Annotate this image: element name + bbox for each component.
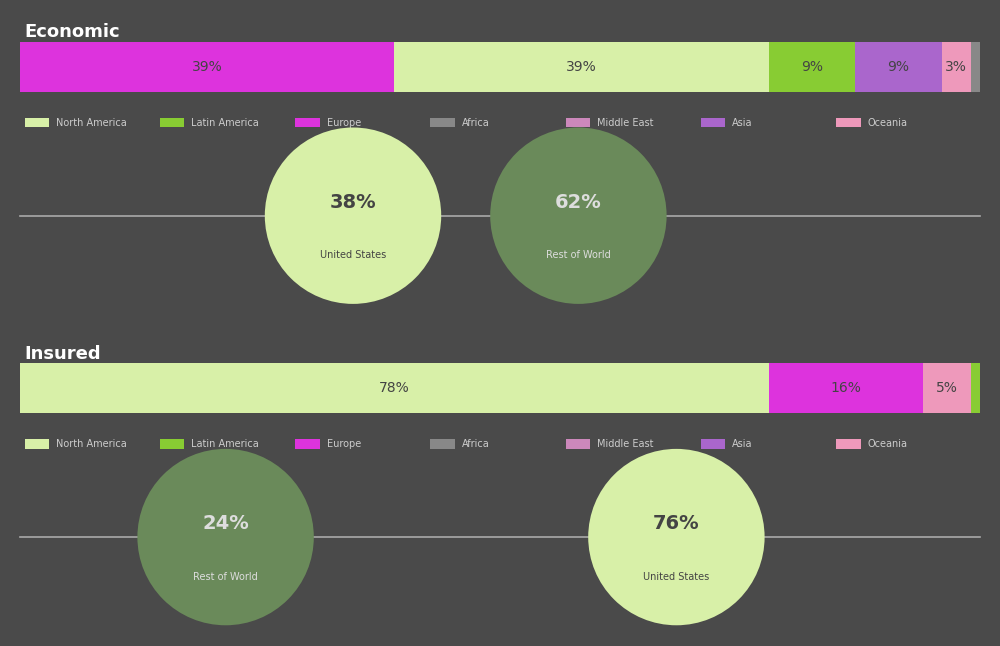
Text: Europe: Europe bbox=[327, 118, 361, 128]
Text: Middle East: Middle East bbox=[597, 439, 654, 449]
Text: United States: United States bbox=[643, 572, 710, 582]
Text: 38%: 38% bbox=[330, 193, 376, 212]
Bar bbox=[160, 118, 184, 127]
Ellipse shape bbox=[137, 449, 314, 625]
Ellipse shape bbox=[490, 127, 667, 304]
Text: 76%: 76% bbox=[653, 514, 700, 534]
Text: Asia: Asia bbox=[732, 439, 753, 449]
Text: Middle East: Middle East bbox=[597, 118, 654, 128]
Text: 9%: 9% bbox=[801, 60, 823, 74]
Text: Africa: Africa bbox=[462, 439, 490, 449]
Bar bbox=[566, 118, 590, 127]
Bar bbox=[942, 42, 971, 92]
Text: Oceania: Oceania bbox=[868, 439, 908, 449]
Text: 5%: 5% bbox=[936, 381, 958, 395]
Text: 39%: 39% bbox=[192, 60, 222, 74]
Text: Africa: Africa bbox=[462, 118, 490, 128]
Bar bbox=[566, 439, 590, 449]
Text: 16%: 16% bbox=[830, 381, 861, 395]
Bar bbox=[769, 42, 855, 92]
Bar bbox=[836, 439, 861, 449]
Text: Rest of World: Rest of World bbox=[193, 572, 258, 582]
Text: Asia: Asia bbox=[732, 118, 753, 128]
Text: Rest of World: Rest of World bbox=[546, 251, 611, 260]
Text: 3%: 3% bbox=[945, 60, 967, 74]
Text: 9%: 9% bbox=[888, 60, 910, 74]
Text: 24%: 24% bbox=[202, 514, 249, 534]
Bar bbox=[923, 364, 971, 413]
Text: Insured: Insured bbox=[25, 345, 101, 363]
Ellipse shape bbox=[265, 127, 441, 304]
Text: Oceania: Oceania bbox=[868, 118, 908, 128]
Ellipse shape bbox=[588, 449, 765, 625]
Bar bbox=[20, 364, 769, 413]
Text: 62%: 62% bbox=[555, 193, 602, 212]
Bar bbox=[701, 439, 725, 449]
Bar bbox=[25, 118, 49, 127]
Bar bbox=[430, 439, 455, 449]
Bar bbox=[295, 439, 320, 449]
Text: Economic: Economic bbox=[25, 23, 120, 41]
Text: Latin America: Latin America bbox=[191, 118, 259, 128]
Text: North America: North America bbox=[56, 439, 127, 449]
Text: United States: United States bbox=[320, 251, 386, 260]
Bar bbox=[394, 42, 769, 92]
Text: Europe: Europe bbox=[327, 439, 361, 449]
Bar bbox=[20, 42, 394, 92]
Bar bbox=[769, 364, 923, 413]
Text: North America: North America bbox=[56, 118, 127, 128]
Bar bbox=[160, 439, 184, 449]
Bar bbox=[971, 364, 980, 413]
Bar bbox=[295, 118, 320, 127]
Bar bbox=[836, 118, 861, 127]
Bar bbox=[971, 42, 980, 92]
Bar bbox=[430, 118, 455, 127]
Bar bbox=[855, 42, 942, 92]
Text: Latin America: Latin America bbox=[191, 439, 259, 449]
Text: 78%: 78% bbox=[379, 381, 410, 395]
Text: 39%: 39% bbox=[566, 60, 597, 74]
Bar bbox=[25, 439, 49, 449]
Bar bbox=[701, 118, 725, 127]
